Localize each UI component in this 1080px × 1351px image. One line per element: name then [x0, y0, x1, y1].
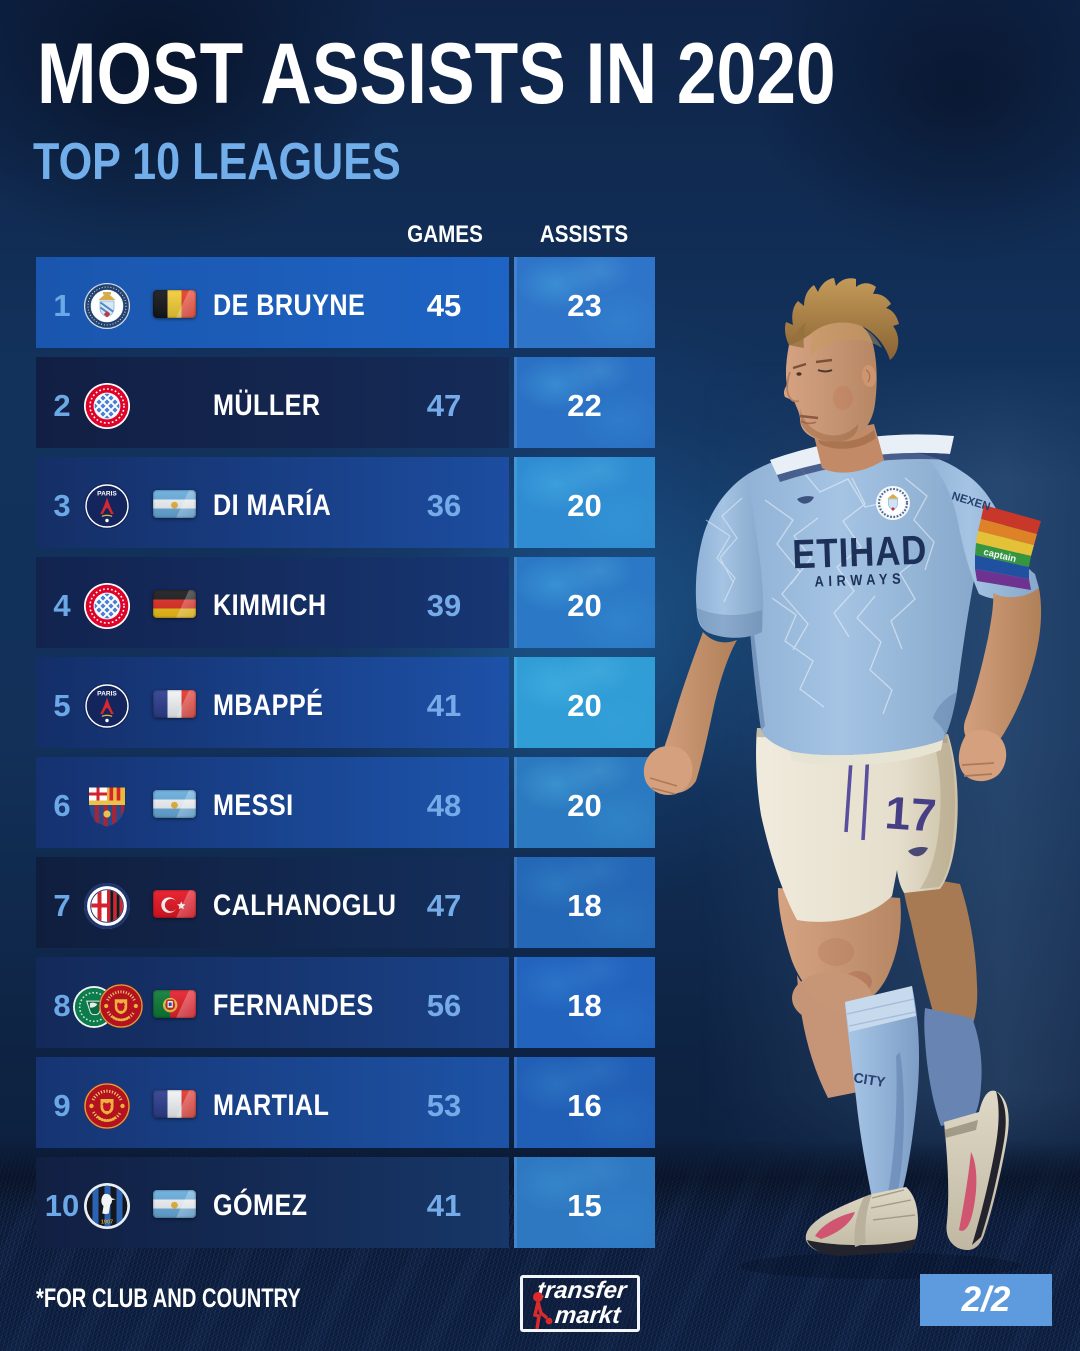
svg-text:17: 17 — [883, 786, 938, 841]
svg-text:PARIS: PARIS — [97, 691, 117, 698]
svg-text:1907: 1907 — [101, 1220, 113, 1226]
svg-text:ETIHAD: ETIHAD — [792, 528, 928, 578]
svg-text:AIRWAYS: AIRWAYS — [814, 569, 905, 589]
svg-text:PARIS: PARIS — [97, 491, 117, 498]
svg-text:CITY: CITY — [853, 1069, 888, 1090]
